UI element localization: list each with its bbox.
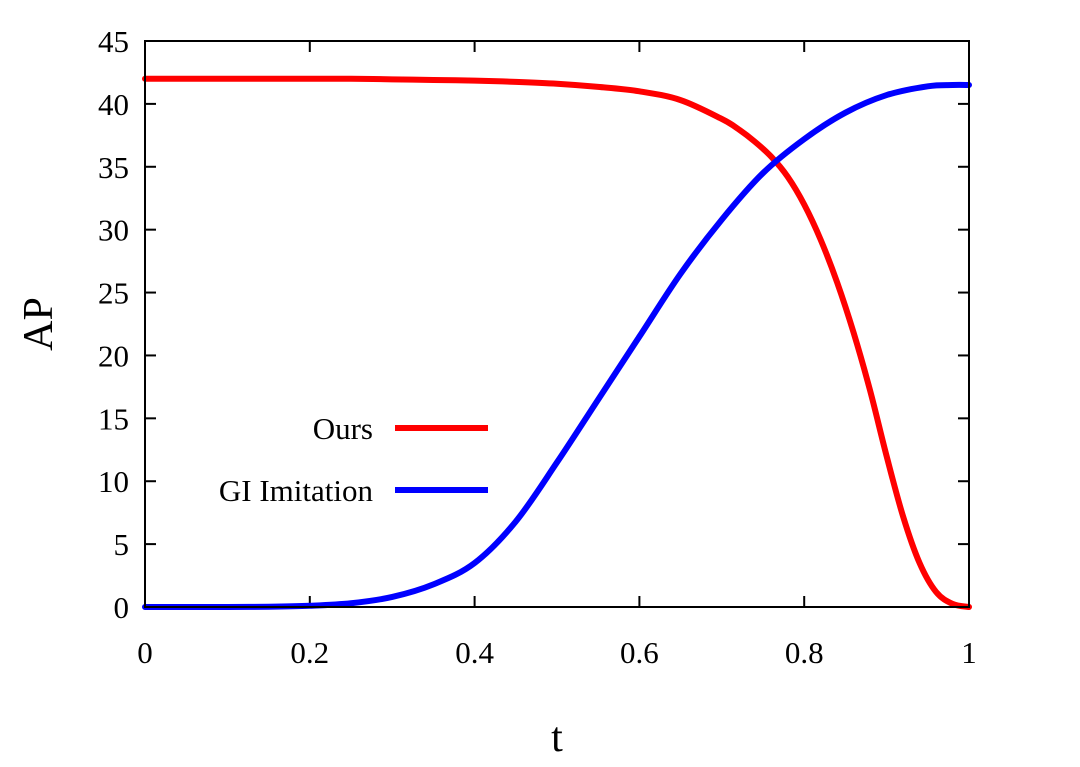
y-tick-label: 30 xyxy=(98,213,129,248)
plot-frame xyxy=(144,40,970,608)
y-tick-label: 20 xyxy=(98,338,129,373)
x-tick-label: 0.6 xyxy=(620,635,659,670)
series-lines xyxy=(142,75,972,611)
x-tick-label: 0.4 xyxy=(455,635,494,670)
y-tick-label: 45 xyxy=(98,24,129,59)
y-tick-label: 10 xyxy=(98,464,129,499)
legend: Ours GI Imitation xyxy=(219,411,488,508)
x-tick-label: 0 xyxy=(137,635,153,670)
tick-marks xyxy=(144,40,970,608)
y-tick-label: 15 xyxy=(98,401,129,436)
x-tick-label: 0.2 xyxy=(290,635,329,670)
y-tick-label: 0 xyxy=(114,590,130,625)
y-tick-label: 25 xyxy=(98,276,129,311)
y-tick-label: 40 xyxy=(98,87,129,122)
x-tick-label: 0.8 xyxy=(785,635,824,670)
legend-label-gi-imitation: GI Imitation xyxy=(219,473,374,508)
x-tick-label: 1 xyxy=(961,635,977,670)
series-line-gi-imitation xyxy=(142,81,972,611)
y-tick-label: 35 xyxy=(98,150,129,185)
y-tick-label: 5 xyxy=(114,527,130,562)
series-line-ours xyxy=(142,75,972,610)
legend-label-ours: Ours xyxy=(313,411,373,446)
x-axis-title: t xyxy=(551,715,563,761)
y-axis-title: AP xyxy=(16,297,62,351)
